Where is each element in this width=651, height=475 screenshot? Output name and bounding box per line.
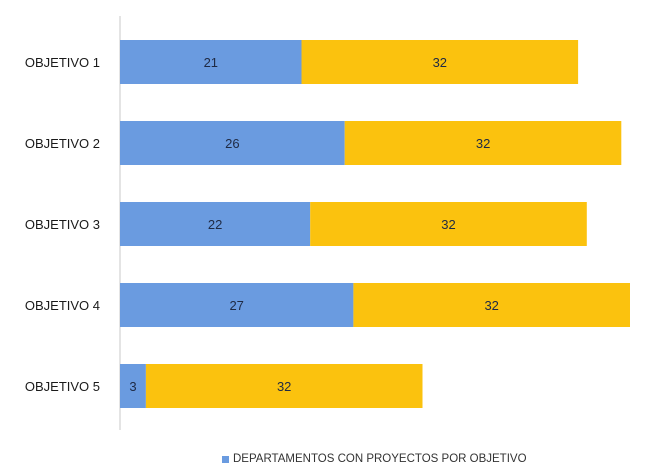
category-label: OBJETIVO 4 — [25, 298, 100, 313]
legend-label: DEPARTAMENTOS CON PROYECTOS POR OBJETIVO — [233, 453, 527, 465]
legend: DEPARTAMENTOS CON PROYECTOS POR OBJETIVO — [222, 453, 527, 465]
bar-segment-total — [353, 283, 630, 327]
bar-segment-departamentos — [120, 364, 146, 408]
data-label: 3 — [129, 379, 136, 394]
bar-segment-total — [344, 121, 622, 165]
bar-segment-total — [310, 202, 587, 246]
data-label: 32 — [277, 379, 291, 394]
bar-segment-departamentos — [120, 202, 311, 246]
data-label: 26 — [225, 136, 239, 151]
bars-group: 21 32 26 32 22 32 27 32 3 32 — [120, 40, 630, 408]
bar-segment-departamentos — [120, 283, 354, 327]
data-label: 32 — [433, 55, 447, 70]
category-label: OBJETIVO 2 — [25, 136, 100, 151]
legend-swatch — [222, 455, 229, 463]
category-label: OBJETIVO 3 — [25, 217, 100, 232]
data-label: 32 — [476, 136, 490, 151]
bar-segment-departamentos — [120, 121, 345, 165]
data-label: 22 — [208, 217, 222, 232]
category-label: OBJETIVO 5 — [25, 379, 100, 394]
data-label: 21 — [204, 55, 218, 70]
bar-segment-total — [145, 364, 423, 408]
data-label: 32 — [441, 217, 455, 232]
bar-segment-departamentos — [120, 40, 302, 84]
data-label: 27 — [229, 298, 243, 313]
data-label: 32 — [484, 298, 498, 313]
category-label: OBJETIVO 1 — [25, 55, 100, 70]
bar-segment-total — [301, 40, 579, 84]
